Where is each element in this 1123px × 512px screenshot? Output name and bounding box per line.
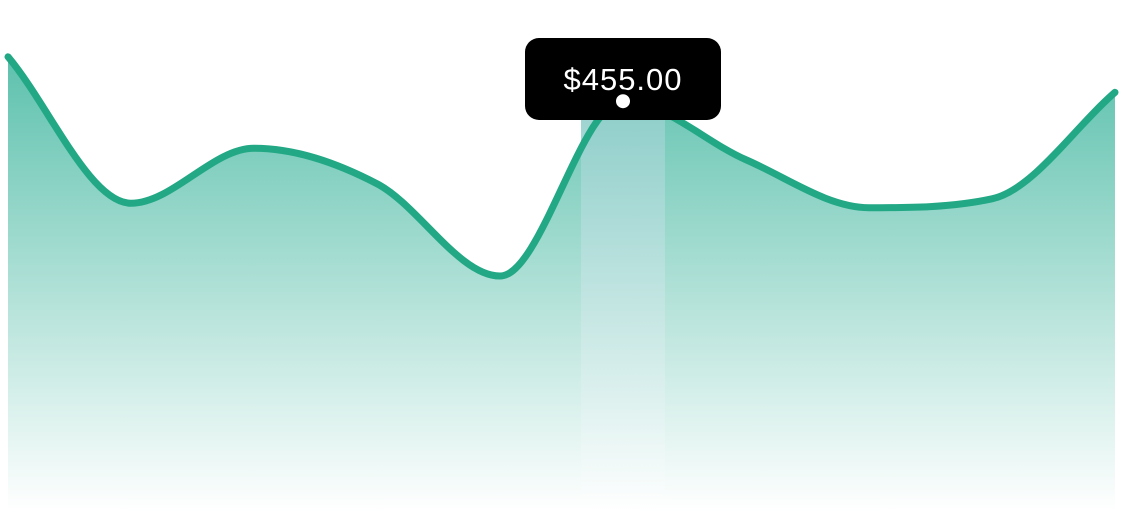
highlight-point[interactable] bbox=[611, 89, 635, 114]
tooltip-box bbox=[525, 38, 721, 120]
series-line bbox=[4, 53, 1119, 280]
area-fill bbox=[8, 56, 1115, 512]
highlight-band[interactable] bbox=[581, 71, 665, 512]
